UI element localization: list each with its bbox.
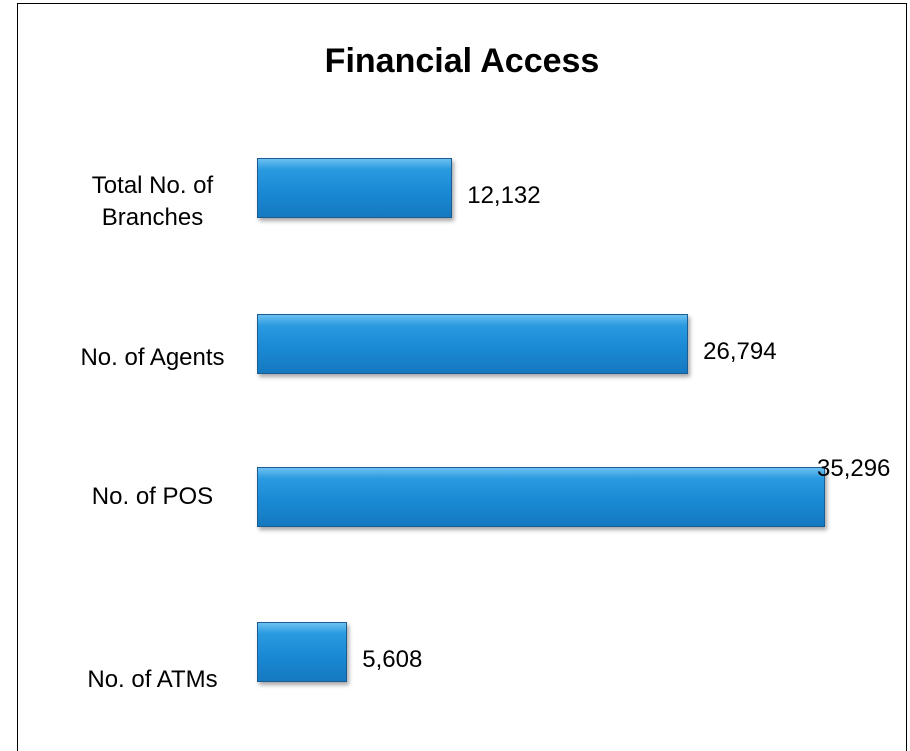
bar <box>257 314 689 374</box>
value-label: 35,296 <box>817 455 891 482</box>
bar <box>257 622 348 682</box>
chart-frame <box>17 3 907 751</box>
value-label: 12,132 <box>467 182 541 209</box>
category-label: No. of ATMs <box>87 666 218 693</box>
category-label: No. of Agents <box>80 344 225 371</box>
category-label: No. of POS <box>91 483 214 510</box>
value-label: 5,608 <box>362 646 423 673</box>
bar <box>257 158 453 218</box>
chart-title: Financial Access <box>324 42 600 80</box>
bar <box>257 467 825 527</box>
category-label: Total No. of Branches <box>91 172 214 231</box>
value-label: 26,794 <box>703 338 777 365</box>
